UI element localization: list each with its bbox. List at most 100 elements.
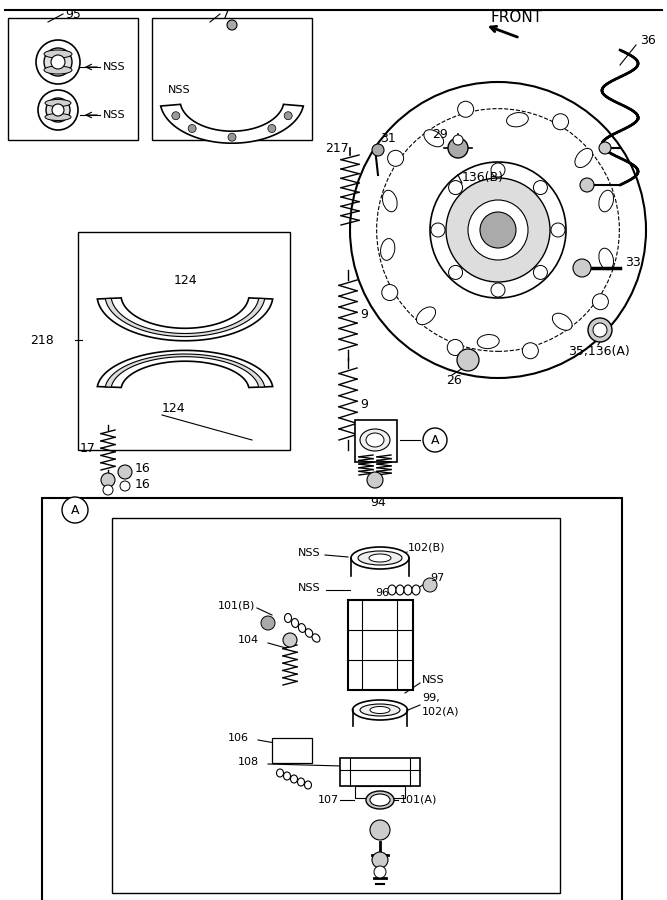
Circle shape xyxy=(284,112,292,120)
Ellipse shape xyxy=(360,429,390,451)
Text: 7: 7 xyxy=(222,7,230,21)
Text: 217: 217 xyxy=(325,141,349,155)
Circle shape xyxy=(534,266,548,279)
Circle shape xyxy=(188,124,196,132)
Text: NSS: NSS xyxy=(168,85,191,95)
Text: 102(B): 102(B) xyxy=(408,543,446,553)
Circle shape xyxy=(552,113,568,130)
Circle shape xyxy=(370,820,390,840)
Ellipse shape xyxy=(552,313,572,330)
Text: 101(B): 101(B) xyxy=(218,600,255,610)
Circle shape xyxy=(374,866,386,878)
Ellipse shape xyxy=(277,769,283,777)
Ellipse shape xyxy=(404,585,412,595)
Circle shape xyxy=(453,135,463,145)
Text: 107: 107 xyxy=(318,795,339,805)
Ellipse shape xyxy=(298,624,305,633)
Ellipse shape xyxy=(283,772,291,780)
Text: 106: 106 xyxy=(228,733,249,743)
Ellipse shape xyxy=(599,190,614,212)
Ellipse shape xyxy=(44,50,72,58)
Text: 31: 31 xyxy=(380,131,396,145)
Circle shape xyxy=(431,223,445,237)
Text: NSS: NSS xyxy=(422,675,445,685)
Text: 36: 36 xyxy=(640,33,656,47)
Text: NSS: NSS xyxy=(103,110,125,120)
Circle shape xyxy=(120,481,130,491)
Circle shape xyxy=(283,633,297,647)
Bar xyxy=(8,18,138,140)
Text: 99,: 99, xyxy=(422,693,440,703)
Circle shape xyxy=(382,284,398,301)
Ellipse shape xyxy=(370,794,390,806)
Circle shape xyxy=(227,20,237,30)
Circle shape xyxy=(38,90,78,130)
Bar xyxy=(152,18,312,140)
Ellipse shape xyxy=(352,700,408,720)
Circle shape xyxy=(423,578,437,592)
Polygon shape xyxy=(97,298,273,341)
Ellipse shape xyxy=(412,585,420,595)
Text: 104: 104 xyxy=(238,635,259,645)
Circle shape xyxy=(388,150,404,166)
Circle shape xyxy=(573,259,591,277)
Ellipse shape xyxy=(396,585,404,595)
Text: 124: 124 xyxy=(173,274,197,286)
Text: 29: 29 xyxy=(432,129,448,141)
Ellipse shape xyxy=(291,618,299,627)
Ellipse shape xyxy=(291,775,297,783)
Ellipse shape xyxy=(369,554,391,562)
Polygon shape xyxy=(105,354,265,387)
Circle shape xyxy=(449,266,463,279)
Text: 33: 33 xyxy=(625,256,641,268)
Circle shape xyxy=(52,104,64,116)
Text: 9: 9 xyxy=(360,399,368,411)
Ellipse shape xyxy=(366,791,394,809)
Circle shape xyxy=(367,472,383,488)
Text: 16: 16 xyxy=(135,479,151,491)
Circle shape xyxy=(228,133,236,141)
Circle shape xyxy=(44,48,72,76)
Text: 26: 26 xyxy=(446,374,462,386)
Text: 136(B): 136(B) xyxy=(462,172,504,184)
Polygon shape xyxy=(161,104,303,143)
Circle shape xyxy=(430,162,566,298)
Ellipse shape xyxy=(381,238,395,260)
Text: 124: 124 xyxy=(162,401,185,415)
Text: 102(A): 102(A) xyxy=(422,707,460,717)
Circle shape xyxy=(448,339,464,356)
Circle shape xyxy=(449,181,463,194)
Circle shape xyxy=(448,138,468,158)
Ellipse shape xyxy=(416,307,436,325)
Text: 97: 97 xyxy=(430,573,444,583)
Text: NSS: NSS xyxy=(103,62,125,72)
Ellipse shape xyxy=(312,634,320,642)
Circle shape xyxy=(491,163,505,177)
Text: 94: 94 xyxy=(370,496,386,508)
Circle shape xyxy=(522,343,538,359)
Circle shape xyxy=(580,178,594,192)
Circle shape xyxy=(491,283,505,297)
Circle shape xyxy=(46,98,70,122)
Circle shape xyxy=(118,465,132,479)
Circle shape xyxy=(468,200,528,260)
Ellipse shape xyxy=(305,629,313,637)
Ellipse shape xyxy=(388,585,396,595)
Text: 218: 218 xyxy=(30,334,54,346)
Ellipse shape xyxy=(478,335,499,348)
Polygon shape xyxy=(105,299,265,337)
Text: 16: 16 xyxy=(135,462,151,474)
Bar xyxy=(78,232,290,450)
Circle shape xyxy=(372,144,384,156)
Circle shape xyxy=(551,223,565,237)
Ellipse shape xyxy=(297,778,305,786)
Ellipse shape xyxy=(44,66,72,74)
Text: 96: 96 xyxy=(375,588,389,598)
Circle shape xyxy=(350,82,646,378)
Ellipse shape xyxy=(366,433,384,447)
Circle shape xyxy=(261,616,275,630)
Bar xyxy=(355,786,405,798)
Text: NSS: NSS xyxy=(298,583,321,593)
Ellipse shape xyxy=(424,130,444,147)
Ellipse shape xyxy=(599,248,614,270)
